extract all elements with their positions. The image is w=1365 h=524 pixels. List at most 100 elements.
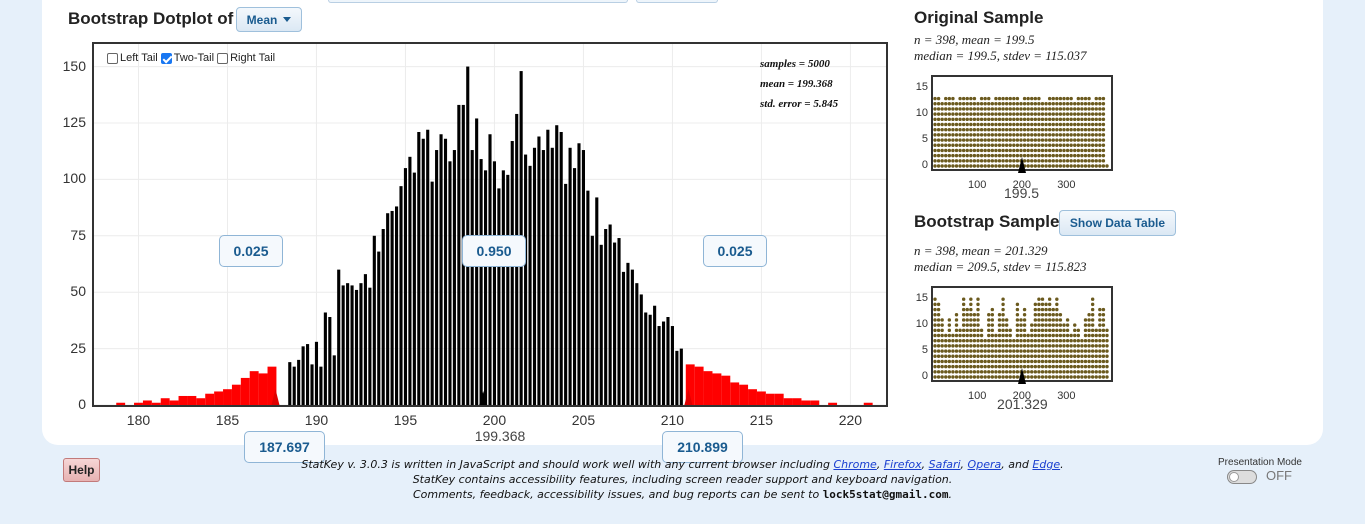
sample-dot bbox=[1073, 112, 1077, 116]
statistic-dropdown[interactable]: Mean bbox=[236, 7, 302, 32]
sample-dot bbox=[994, 127, 998, 132]
middle-bar bbox=[648, 314, 652, 405]
sample-dot bbox=[1090, 354, 1095, 358]
sample-dot bbox=[1015, 328, 1020, 333]
sample-dot bbox=[961, 297, 966, 301]
firefox-link[interactable]: Firefox bbox=[883, 458, 922, 471]
sample-dot bbox=[976, 117, 980, 122]
middle-bar bbox=[479, 159, 483, 405]
sample-dot bbox=[1047, 313, 1052, 317]
right-tail-option[interactable]: Right Tail bbox=[217, 52, 275, 64]
sample-dot bbox=[1022, 127, 1027, 132]
middle-bar bbox=[292, 366, 296, 405]
opera-link[interactable]: Opera bbox=[967, 458, 1002, 471]
sample-dot bbox=[951, 127, 955, 132]
sample-dot bbox=[990, 133, 995, 137]
bootstrap-dotplot[interactable] bbox=[92, 42, 888, 407]
sample-dot bbox=[1030, 117, 1034, 122]
sample-dot bbox=[1090, 148, 1095, 153]
sample-dot bbox=[944, 143, 948, 147]
sample-dot bbox=[1062, 143, 1066, 147]
sample-dot bbox=[1090, 143, 1095, 147]
contact-email[interactable]: lock5stat@gmail.com bbox=[822, 488, 949, 501]
lower-cutoff-box[interactable]: 187.697 bbox=[244, 431, 325, 463]
chrome-link[interactable]: Chrome bbox=[833, 458, 877, 471]
middle-bar bbox=[323, 312, 327, 405]
top-field-stub[interactable] bbox=[328, 0, 628, 3]
mini-y-tick: 10 bbox=[915, 107, 928, 120]
sample-dot bbox=[969, 307, 973, 312]
sample-dot bbox=[1098, 349, 1102, 353]
sample-dot bbox=[1037, 164, 1041, 168]
middle-bar bbox=[439, 134, 443, 405]
left-tail-proportion[interactable]: 0.025 bbox=[219, 235, 283, 267]
sample-dot bbox=[1094, 122, 1098, 127]
sample-dot bbox=[1073, 148, 1077, 153]
original-sample-dotplot[interactable] bbox=[931, 75, 1113, 171]
help-button[interactable]: Help bbox=[63, 458, 100, 482]
two-tail-checkbox[interactable] bbox=[160, 52, 172, 64]
sample-dot bbox=[936, 375, 941, 379]
sample-dot bbox=[990, 112, 995, 116]
sample-dot bbox=[933, 375, 937, 379]
sample-dot bbox=[961, 349, 966, 353]
sample-dot bbox=[1026, 153, 1030, 158]
left-tail-option[interactable]: Left Tail bbox=[107, 52, 158, 64]
sample-dot bbox=[990, 375, 995, 379]
sample-dot bbox=[1012, 370, 1016, 374]
sample-dot bbox=[1062, 138, 1066, 142]
sample-dot bbox=[936, 127, 941, 132]
bootstrap-sample-dotplot[interactable] bbox=[931, 286, 1113, 382]
sample-dot bbox=[1012, 344, 1016, 348]
sample-dot bbox=[969, 302, 973, 307]
right-tail-proportion[interactable]: 0.025 bbox=[703, 235, 767, 267]
sample-dot bbox=[954, 364, 959, 369]
edge-link[interactable]: Edge bbox=[1032, 458, 1061, 471]
left-tail-checkbox[interactable] bbox=[107, 52, 118, 64]
sample-dot bbox=[1030, 96, 1034, 101]
upper-cutoff-box[interactable]: 210.899 bbox=[662, 431, 743, 463]
sample-dot bbox=[961, 318, 966, 322]
sample-dot bbox=[961, 159, 966, 163]
sample-dot bbox=[1094, 364, 1098, 369]
right-tail-bar bbox=[739, 384, 749, 405]
show-data-table-button[interactable]: Show Data Table bbox=[1059, 210, 1176, 236]
sample-dot bbox=[983, 338, 987, 343]
middle-bar bbox=[301, 346, 305, 405]
sample-dot bbox=[1015, 107, 1020, 111]
top-button-stub[interactable] bbox=[636, 0, 718, 3]
sample-dot bbox=[1026, 143, 1030, 147]
right-tail-checkbox[interactable] bbox=[217, 52, 229, 64]
sample-dot bbox=[936, 338, 941, 343]
sample-dot bbox=[1105, 164, 1109, 168]
sample-dot bbox=[1047, 307, 1052, 312]
sample-dot bbox=[1076, 333, 1081, 338]
sample-dot bbox=[972, 122, 977, 127]
safari-link[interactable]: Safari bbox=[928, 458, 961, 471]
sample-dot bbox=[947, 127, 952, 132]
sample-dot bbox=[1073, 143, 1077, 147]
sample-dot bbox=[958, 164, 962, 168]
sample-dot bbox=[936, 318, 941, 322]
sample-dot bbox=[1087, 318, 1091, 322]
sample-dot bbox=[1022, 354, 1027, 358]
sample-dot bbox=[994, 117, 998, 122]
footer-browser-text: StatKey v. 3.0.3 is written in JavaScrip… bbox=[301, 458, 830, 471]
sample-dot bbox=[965, 96, 969, 101]
bootstrap-mean-label: 199.368 bbox=[474, 428, 526, 444]
sample-dot bbox=[961, 307, 966, 312]
sample-dot bbox=[969, 96, 973, 101]
presentation-mode-toggle[interactable] bbox=[1227, 470, 1257, 484]
right-tail-bar bbox=[801, 400, 811, 405]
sample-dot bbox=[1062, 338, 1066, 343]
sample-dot bbox=[958, 122, 962, 127]
sample-dot bbox=[1012, 133, 1016, 137]
sample-dot bbox=[1044, 127, 1048, 132]
middle-proportion[interactable]: 0.950 bbox=[462, 235, 526, 267]
sample-dot bbox=[1051, 318, 1055, 322]
sample-dot bbox=[951, 370, 955, 374]
sample-dot bbox=[976, 153, 980, 158]
sample-dot bbox=[1083, 133, 1088, 137]
two-tail-option[interactable]: Two-Tail bbox=[160, 52, 214, 64]
sample-dot bbox=[1044, 153, 1048, 158]
